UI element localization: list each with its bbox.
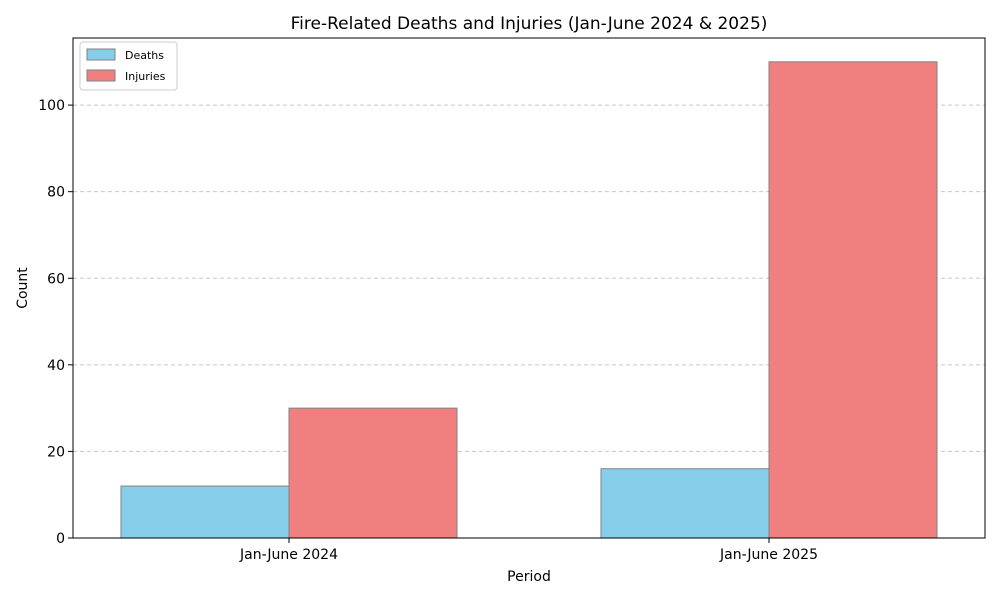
legend-label-deaths: Deaths bbox=[125, 49, 164, 62]
x-tick-label-1: Jan-June 2025 bbox=[719, 547, 818, 563]
y-tick-label-100: 100 bbox=[38, 98, 65, 114]
x-axis-label: Period bbox=[507, 569, 551, 585]
bar-injuries-0 bbox=[288, 407, 458, 539]
y-tick-label-20: 20 bbox=[47, 444, 65, 460]
y-tick-label-0: 0 bbox=[56, 531, 65, 547]
chart-title: Fire-Related Deaths and Injuries (Jan-Ju… bbox=[291, 14, 768, 34]
y-axis-ticks: 0 20 40 60 80 100 bbox=[38, 98, 73, 547]
y-tick-label-60: 60 bbox=[47, 271, 65, 287]
x-tick-label-0: Jan-June 2024 bbox=[239, 547, 338, 563]
y-axis-label: Count bbox=[15, 267, 31, 309]
bar-deaths-0 bbox=[120, 485, 290, 539]
plot-area-frame bbox=[72, 37, 986, 539]
legend-swatch-injuries bbox=[86, 69, 116, 82]
y-tick-label-40: 40 bbox=[47, 358, 65, 374]
bar-deaths-1 bbox=[600, 468, 770, 539]
legend-label-injuries: Injuries bbox=[125, 70, 166, 83]
legend: Deaths Injuries bbox=[79, 41, 178, 91]
legend-swatch-deaths bbox=[86, 48, 116, 61]
bar-injuries-1 bbox=[768, 61, 938, 539]
y-tick-label-80: 80 bbox=[47, 185, 65, 201]
bars bbox=[120, 61, 938, 539]
x-axis-ticks: Jan-June 2024 Jan-June 2025 bbox=[239, 538, 818, 563]
